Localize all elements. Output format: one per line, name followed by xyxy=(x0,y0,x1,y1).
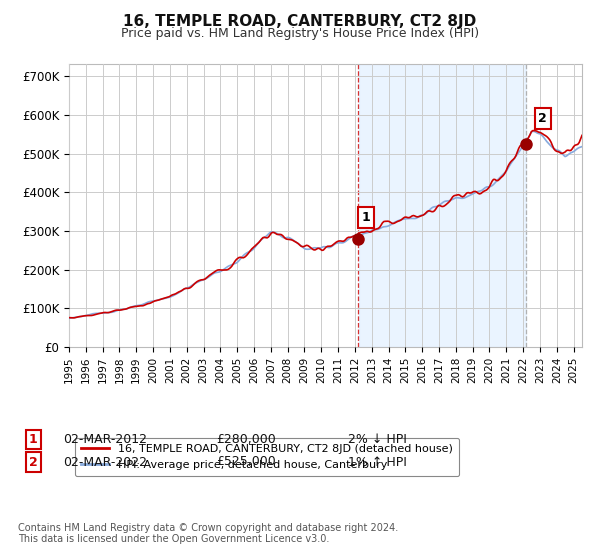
Text: £280,000: £280,000 xyxy=(216,433,276,446)
Legend: 16, TEMPLE ROAD, CANTERBURY, CT2 8JD (detached house), HPI: Average price, detac: 16, TEMPLE ROAD, CANTERBURY, CT2 8JD (de… xyxy=(74,437,460,477)
Text: 2% ↓ HPI: 2% ↓ HPI xyxy=(348,433,407,446)
Text: 1: 1 xyxy=(29,433,37,446)
Text: 2: 2 xyxy=(29,455,37,469)
Text: £525,000: £525,000 xyxy=(216,455,276,469)
Text: 02-MAR-2012: 02-MAR-2012 xyxy=(63,433,147,446)
Text: 1: 1 xyxy=(362,211,371,224)
Text: Price paid vs. HM Land Registry's House Price Index (HPI): Price paid vs. HM Land Registry's House … xyxy=(121,27,479,40)
Text: Contains HM Land Registry data © Crown copyright and database right 2024.
This d: Contains HM Land Registry data © Crown c… xyxy=(18,522,398,544)
Text: 02-MAR-2022: 02-MAR-2022 xyxy=(63,455,147,469)
Text: 1% ↑ HPI: 1% ↑ HPI xyxy=(348,455,407,469)
Text: 2: 2 xyxy=(538,112,547,125)
Text: 16, TEMPLE ROAD, CANTERBURY, CT2 8JD: 16, TEMPLE ROAD, CANTERBURY, CT2 8JD xyxy=(124,14,476,29)
